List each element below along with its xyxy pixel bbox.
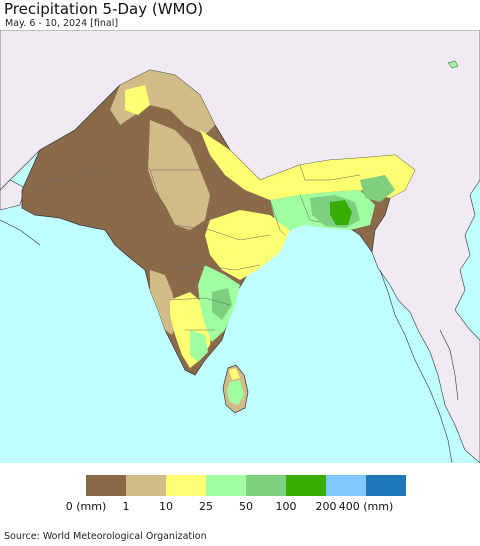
legend-swatch [326,475,366,496]
legend-label: 10 [159,500,173,513]
zone-yellow-central [205,210,290,280]
zone-darkgreen-bangladesh [330,200,352,225]
legend-label: 0 (mm) [66,500,107,513]
sri-lanka-wet [227,380,244,405]
zone-yellow-north [125,85,150,115]
legend-swatch [366,475,406,496]
sri-lanka-yellow [229,368,240,380]
legend: 0 (mm) 1 10 25 50 100 200 400 (mm) [66,475,406,513]
zone-light-dry-central [148,120,210,230]
internal-borders [21,109,361,331]
outer-coastlines [0,219,459,463]
legend-label: 50 [239,500,253,513]
legend-label: 25 [199,500,213,513]
source-credit: Source: World Meteorological Organizatio… [4,531,207,542]
legend-swatch [286,475,326,496]
legend-swatches [86,475,406,496]
zone-green-deccan [212,288,232,320]
legend-swatch [166,475,206,496]
zone-green-ne [360,175,395,202]
zone-light-dry-north [110,70,215,135]
map-title: Precipitation 5-Day (WMO) [4,0,204,18]
precipitation-map [0,30,480,463]
legend-label: 1 [123,500,130,513]
legend-labels: 0 (mm) 1 10 25 50 100 200 400 (mm) [66,500,394,513]
map-subtitle: May. 6 - 10, 2024 [final] [5,18,119,29]
zone-lightgreen-south [190,330,208,362]
legend-swatch [86,475,126,496]
legend-swatch [126,475,166,496]
legend-swatch [246,475,286,496]
legend-label: 400 (mm) [339,500,394,513]
legend-swatch [206,475,246,496]
legend-label: 200 [316,500,337,513]
island [447,60,459,69]
legend-label: 100 [276,500,297,513]
